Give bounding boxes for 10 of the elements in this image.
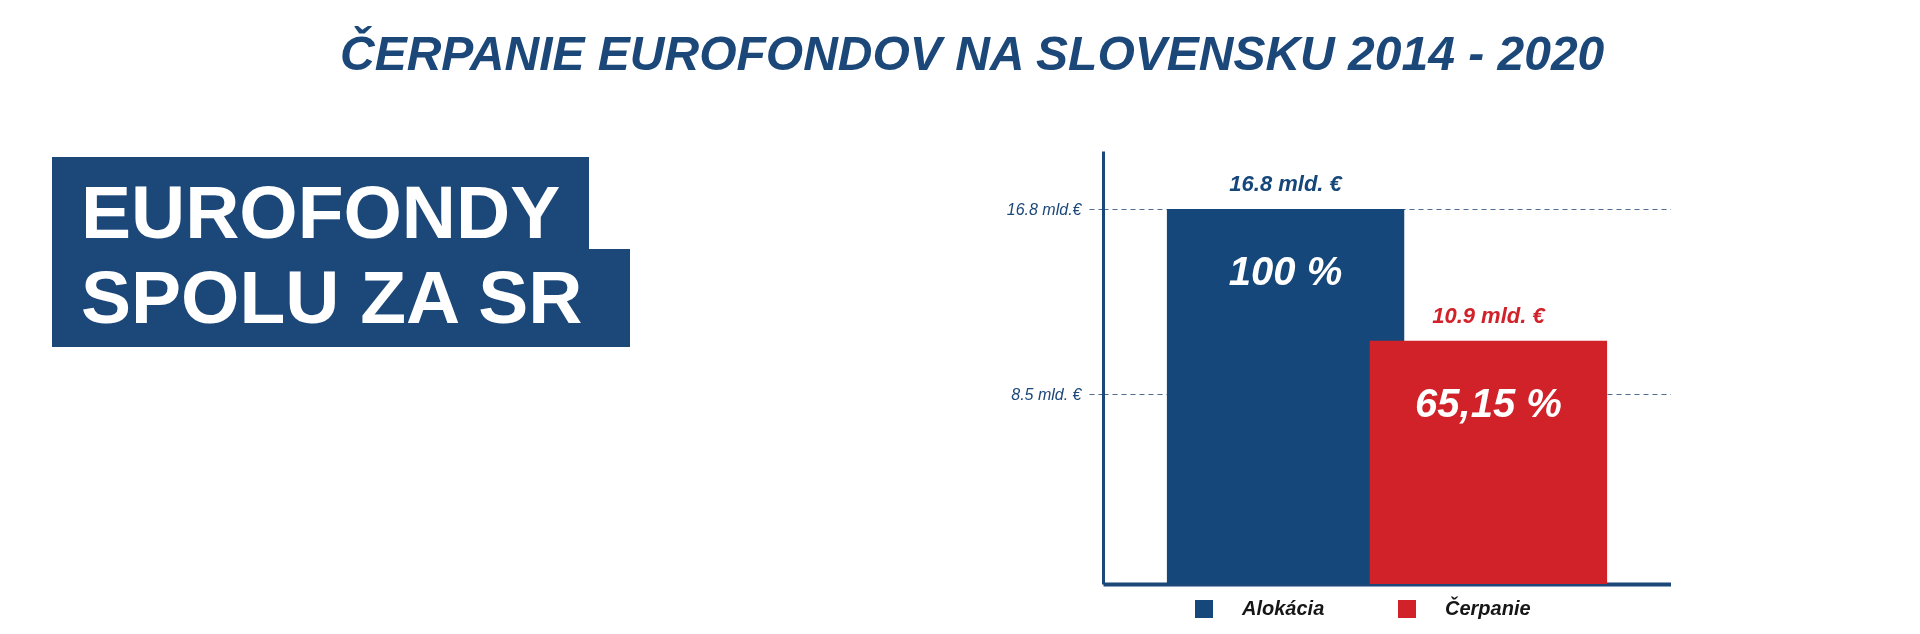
data-label: 10.9 mld. € <box>1432 302 1547 328</box>
annotation: 100 % <box>1228 249 1343 294</box>
legend-label: Alokácia <box>1241 597 1325 619</box>
text: EUROFONDY SPOLU ZA SR <box>81 170 583 339</box>
annotation: 65,15 % <box>1415 380 1562 425</box>
data-label: 16.8 mld. € <box>1229 171 1344 197</box>
legend-label: Čerpanie <box>1445 596 1531 619</box>
y-tick-label: 8.5 mld. € <box>1011 385 1083 403</box>
chart-title: ČERPANIE EUROFONDOV NA SLOVENSKU 2014 - 2020 <box>340 26 1605 80</box>
y-tick-label: 16.8 mld.€ <box>1006 200 1083 218</box>
